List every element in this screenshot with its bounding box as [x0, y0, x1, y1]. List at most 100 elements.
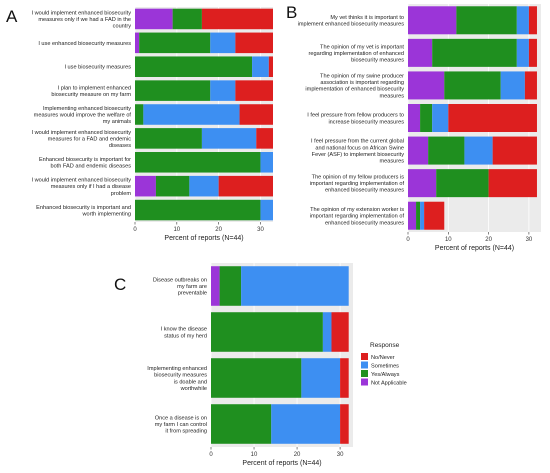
bar-segment-no-never — [239, 104, 273, 125]
bar-segment-sometimes — [464, 136, 493, 165]
category-label: I plan to implement enhanced biosecurity … — [51, 85, 131, 98]
bar-segment-yes-always — [436, 169, 489, 198]
bar-segment-no-never — [235, 32, 273, 54]
bar-segment-sometimes — [260, 152, 273, 173]
category-label: I would implement enhanced biosecurity me… — [32, 178, 132, 197]
bar-segment-sometimes — [252, 56, 269, 77]
panel-label: A — [6, 7, 18, 26]
bar-segment-not-applicable — [135, 32, 140, 54]
bar-segment-no-never — [268, 56, 273, 77]
x-tick-label: 10 — [173, 227, 180, 233]
category-label: I feel pressure from fellow producers to… — [307, 113, 404, 126]
bar-segment-yes-always — [428, 136, 465, 165]
bar-segment-sometimes — [432, 103, 449, 133]
bar-segment-not-applicable — [408, 103, 421, 133]
legend-label: Sometimes — [371, 363, 399, 369]
legend-label: Yes/Always — [371, 372, 400, 378]
x-axis-label: Percent of reports (N=44) — [435, 245, 514, 252]
bar-segment-not-applicable — [135, 175, 156, 197]
bar-segment-sometimes — [301, 358, 341, 398]
x-tick-label: 30 — [526, 237, 533, 243]
bar-segment-not-applicable — [408, 71, 445, 100]
bar-segment-no-never — [528, 6, 537, 35]
bar-segment-not-applicable — [408, 38, 433, 67]
category-label: My vet thinks it is important to implemen… — [298, 15, 405, 28]
legend-swatch — [361, 353, 368, 360]
x-tick-label: 10 — [445, 237, 452, 243]
x-tick-label: 0 — [133, 227, 137, 233]
bar-segment-sometimes — [143, 104, 240, 125]
bar-segment-not-applicable — [211, 266, 220, 306]
x-axis-label: Percent of reports (N=44) — [164, 235, 243, 242]
x-tick-label: 20 — [215, 227, 222, 233]
x-tick-label: 20 — [294, 452, 301, 458]
bar-segment-yes-always — [211, 358, 302, 398]
bar-segment-yes-always — [211, 404, 272, 444]
bar-segment-sometimes — [516, 38, 529, 67]
x-tick-label: 0 — [406, 237, 410, 243]
category-label: I use biosecurity measures — [64, 65, 131, 71]
bar-segment-sometimes — [500, 71, 525, 100]
bar-segment-not-applicable — [408, 6, 457, 35]
category-label: Enhanced biosecurity is important for bot… — [39, 157, 131, 170]
bar-segment-sometimes — [260, 199, 273, 221]
bar-segment-yes-always — [135, 152, 261, 173]
bar-segment-yes-always — [155, 175, 190, 197]
legend-swatch — [361, 378, 368, 386]
x-tick-label: 0 — [209, 452, 213, 458]
panel-label: C — [114, 275, 126, 294]
bar-segment-no-never — [424, 201, 445, 230]
bar-segment-no-never — [235, 80, 273, 101]
bar-segment-yes-always — [135, 104, 144, 125]
bar-segment-sometimes — [322, 312, 332, 352]
x-tick-label: 20 — [485, 237, 492, 243]
bar-segment-no-never — [492, 136, 537, 165]
bar-segment-yes-always — [135, 80, 211, 101]
bar-segment-no-never — [524, 71, 537, 100]
category-label: I would implement enhanced biosecurity me… — [32, 130, 132, 149]
bar-segment-sometimes — [201, 128, 257, 149]
bar-segment-sometimes — [420, 201, 425, 230]
category-label: Implementing enhanced biosecurity measure… — [147, 366, 207, 392]
bar-segment-no-never — [340, 404, 349, 444]
bar-segment-yes-always — [135, 128, 202, 149]
bar-segment-yes-always — [219, 266, 242, 306]
category-label: I know the disease status of my herd — [161, 327, 207, 340]
panel-b: B My vet thinks it is important to impleme… — [286, 3, 541, 252]
bar-segment-no-never — [528, 38, 537, 67]
bar-segment-not-applicable — [408, 169, 437, 198]
bar-segment-yes-always — [416, 201, 421, 230]
category-label: The opinion of my swine producer associat… — [305, 74, 404, 100]
x-tick-label: 10 — [251, 452, 258, 458]
legend-label: No/Never — [371, 355, 395, 361]
category-label: I use enhanced biosecurity measures — [38, 41, 131, 47]
bar-segment-no-never — [340, 358, 349, 398]
bar-segment-yes-always — [444, 71, 501, 100]
panel-a: A I would implement enhanced biosecurity m… — [6, 7, 273, 242]
bar-segment-yes-always — [139, 32, 211, 54]
bar-segment-no-never — [256, 128, 273, 149]
category-label: Implementing enhanced biosecurity measure… — [34, 106, 132, 125]
legend-title: Response — [370, 342, 400, 349]
x-tick-label: 30 — [257, 227, 264, 233]
bar-segment-yes-always — [211, 312, 323, 352]
category-label: Enhanced biosecurity is important and wor… — [36, 205, 131, 218]
legend-swatch — [361, 361, 368, 369]
x-axis-label: Percent of reports (N=44) — [242, 460, 321, 467]
bar-segment-no-never — [331, 312, 349, 352]
bar-segment-no-never — [488, 169, 537, 198]
bar-segment-yes-always — [135, 56, 253, 77]
bar-segment-sometimes — [210, 32, 236, 54]
category-label: The opinion of my extension worker is imp… — [310, 207, 405, 226]
x-tick-label: 30 — [337, 452, 344, 458]
panel-label: B — [286, 3, 297, 22]
bar-segment-sometimes — [189, 175, 219, 197]
category-label: The opinion of my vet is important regard… — [309, 44, 405, 63]
bar-segment-yes-always — [432, 38, 517, 67]
bar-segment-yes-always — [135, 199, 261, 221]
bar-segment-yes-always — [456, 6, 517, 35]
bar-segment-sometimes — [271, 404, 341, 444]
bar-segment-sometimes — [241, 266, 349, 306]
bar-segment-no-never — [448, 103, 537, 133]
bar-segment-not-applicable — [408, 201, 417, 230]
